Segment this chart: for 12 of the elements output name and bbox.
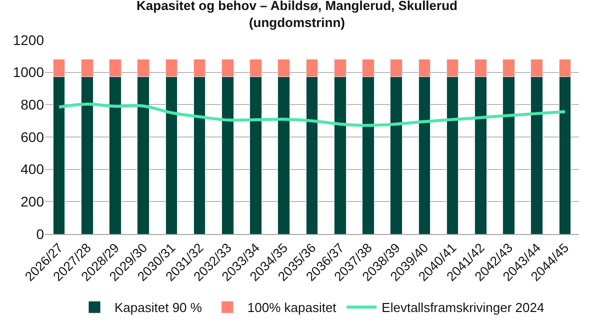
y-tick-label: 1200 xyxy=(12,32,44,48)
y-tick-label: 1000 xyxy=(12,64,44,80)
y-tick-label: 0 xyxy=(36,226,44,242)
line-series xyxy=(58,102,566,127)
chart-title: Kapasitet og behov – Abildsø, Manglerud, Skullerud (ungdomstrinn) xyxy=(136,0,458,30)
legend-label: Kapasitet 90 % xyxy=(114,300,202,316)
y-tick-label: 600 xyxy=(20,128,44,145)
legend-label: Elevtallsframskrivinger 2024 xyxy=(382,300,544,316)
y-tick-label: 800 xyxy=(20,96,44,113)
y-tick-label: 200 xyxy=(20,194,44,210)
y-tick-label: 400 xyxy=(20,161,44,178)
legend-label: 100% kapasitet xyxy=(247,300,337,316)
